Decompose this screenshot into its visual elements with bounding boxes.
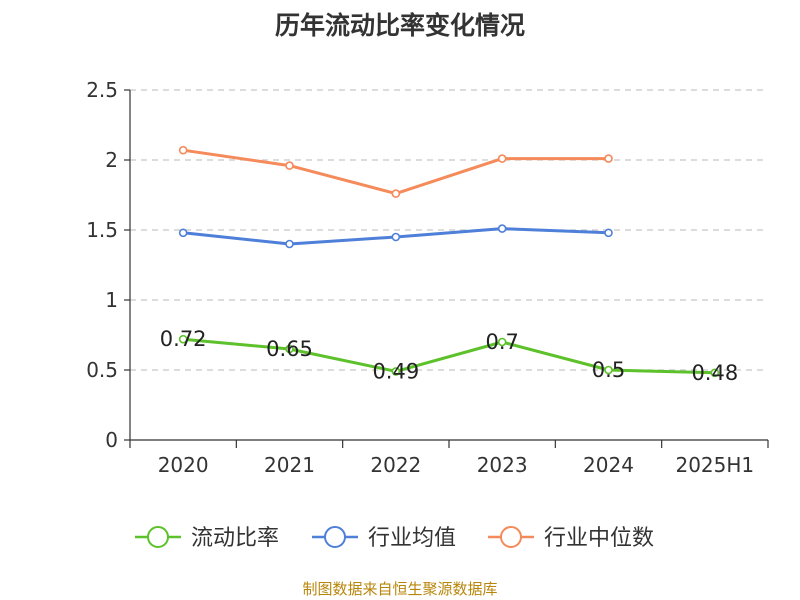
chart-title: 历年流动比率变化情况 <box>274 11 525 40</box>
data-point <box>604 154 613 163</box>
data-point <box>391 367 401 376</box>
data-label: 0.48 <box>691 361 738 385</box>
series-line <box>182 148 609 196</box>
legend-marker <box>324 526 346 548</box>
y-tick-label: 2 <box>105 148 118 172</box>
y-tick-label: 0 <box>105 428 118 452</box>
data-label: 0.65 <box>266 337 313 361</box>
data-point <box>391 189 401 198</box>
y-tick-label: 0.5 <box>86 358 118 382</box>
gridlines <box>130 89 768 371</box>
series-1 <box>178 224 613 249</box>
data-point <box>604 365 613 375</box>
y-tick-label: 1.5 <box>86 218 118 242</box>
data-point <box>285 239 294 249</box>
x-tick-label: 2023 <box>477 453 528 477</box>
legend-label: 流动比率 <box>191 526 279 551</box>
legend-item: 流动比率 <box>135 526 279 551</box>
y-tick-label: 2.5 <box>86 78 118 102</box>
data-point <box>285 344 294 354</box>
data-label: 0.7 <box>485 330 518 354</box>
legend-label: 行业均值 <box>368 526 456 551</box>
legend-item: 行业中位数 <box>488 526 654 551</box>
legend-item: 行业均值 <box>312 526 456 551</box>
x-tick-label: 2020 <box>158 453 209 477</box>
data-point <box>604 228 613 238</box>
x-tick-label: 2025H1 <box>675 453 754 477</box>
data-point <box>710 368 720 378</box>
y-tick-label: 1 <box>105 288 118 312</box>
data-point <box>178 145 188 155</box>
x-tick-label: 2021 <box>264 453 315 477</box>
data-point <box>497 154 507 163</box>
series-line <box>183 337 715 375</box>
x-tick-label: 2022 <box>370 453 421 477</box>
data-point <box>497 224 507 233</box>
source-note: 制图数据来自恒生聚源数据库 <box>302 580 498 598</box>
data-point <box>497 337 507 347</box>
data-point <box>391 232 401 242</box>
series-0 <box>178 334 720 378</box>
data-point <box>178 334 188 344</box>
data-labels: 0.72 0.65 0.49 0.7 0.5 0.48 <box>160 327 738 385</box>
data-label: 0.49 <box>372 359 419 383</box>
axes: 0 0.5 1 1.5 2 2.5 2020 2021 2022 2023 2024 2025H1 <box>86 78 769 477</box>
data-point <box>285 161 294 170</box>
legend-marker <box>147 526 169 548</box>
series-2 <box>178 145 613 198</box>
series-lines <box>178 145 720 378</box>
data-point <box>178 228 188 238</box>
data-label: 0.5 <box>592 358 625 382</box>
legend: 流动比率 行业均值 行业中位数 <box>135 526 654 551</box>
legend-marker <box>500 526 522 548</box>
legend-label: 行业中位数 <box>544 526 654 551</box>
x-tick-label: 2024 <box>583 453 634 477</box>
data-label: 0.72 <box>160 327 207 351</box>
